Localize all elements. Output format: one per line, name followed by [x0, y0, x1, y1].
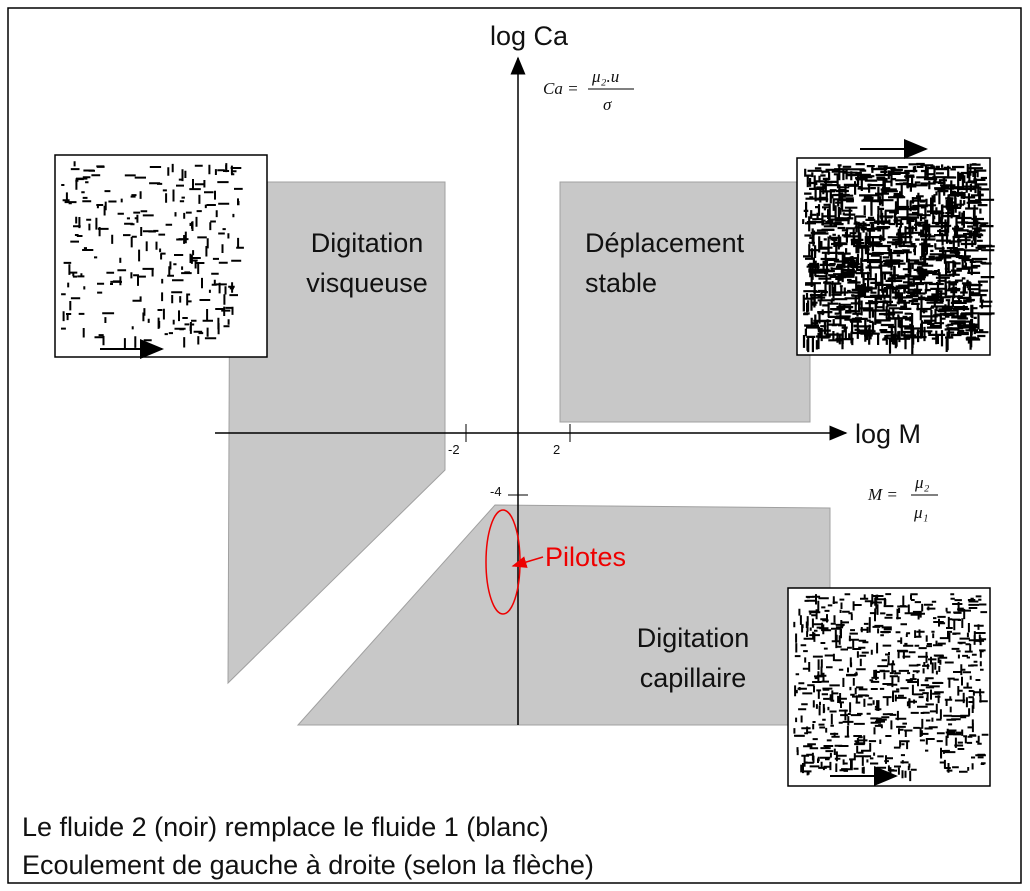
tick-label: -2 — [448, 442, 460, 457]
formula-num: μ₂.u — [591, 67, 619, 86]
caption: Ecoulement de gauche à droite (selon la … — [22, 850, 594, 880]
inset-frame — [787, 587, 991, 787]
tick-label: -4 — [490, 484, 502, 499]
pilot-arrow — [511, 556, 544, 568]
formula-lhs: Ca = — [543, 79, 579, 98]
formula-num: μ₂ — [914, 473, 930, 492]
formula-den: μ₁ — [913, 503, 928, 522]
frame — [7, 7, 1022, 884]
region-label: Digitation — [311, 228, 424, 258]
annotation: Pilotes — [545, 542, 626, 572]
region-label: capillaire — [640, 663, 747, 693]
region-label: Digitation — [637, 623, 750, 653]
caption: Le fluide 2 (noir) remplace le fluide 1 … — [22, 812, 549, 842]
x-axis-label: log M — [855, 419, 921, 449]
y-axis-label: log Ca — [490, 21, 569, 51]
insets — [54, 139, 995, 787]
formula-lhs: M = — [867, 485, 898, 504]
region-label: visqueuse — [306, 268, 428, 298]
region-label: stable — [585, 268, 657, 298]
region-stable — [559, 181, 811, 423]
region-capillary — [296, 504, 831, 726]
region-label: Déplacement — [585, 228, 745, 258]
formula-den: σ — [603, 95, 612, 114]
inset-pattern — [802, 162, 995, 355]
inset-pattern — [61, 161, 244, 350]
tick-label: 2 — [553, 442, 560, 457]
inset-pattern — [793, 593, 989, 782]
